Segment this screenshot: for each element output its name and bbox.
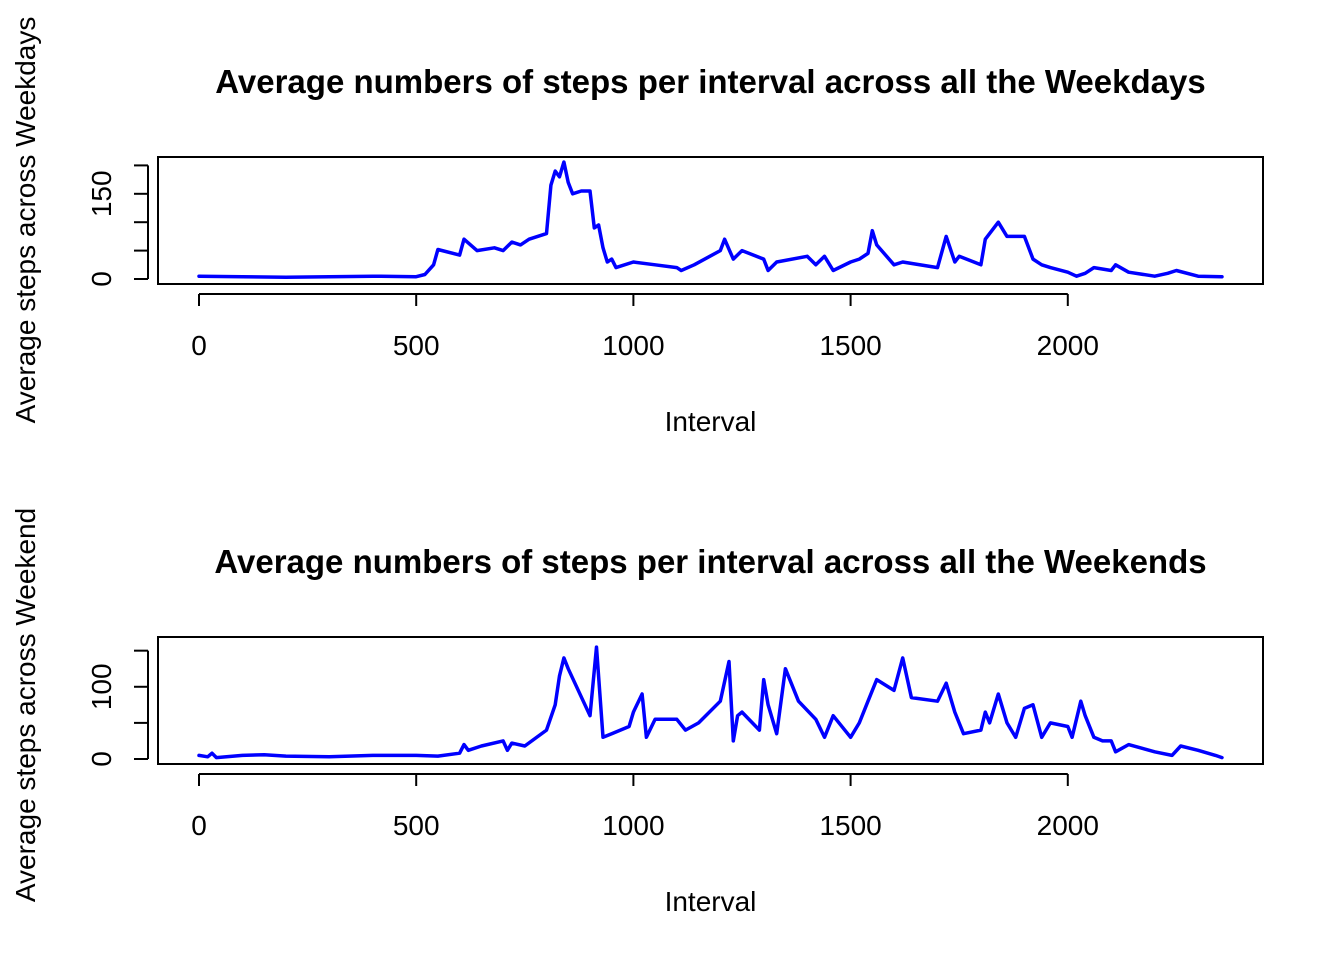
x-tick-label: 1500 — [819, 810, 881, 841]
weekdays-panel: Average numbers of steps per interval ac… — [10, 17, 1264, 437]
x-tick-label: 0 — [191, 330, 207, 361]
x-tick-label: 0 — [191, 810, 207, 841]
y-axis-label: Average steps across Weekend — [10, 508, 41, 902]
x-tick-label: 1500 — [819, 330, 881, 361]
x-tick-label: 1000 — [602, 330, 664, 361]
x-axis: 0 500 1000 1500 2000 — [191, 773, 1099, 841]
chart-title: Average numbers of steps per interval ac… — [215, 63, 1205, 100]
y-axis: 0 150 — [86, 164, 149, 287]
x-axis-label: Interval — [665, 406, 757, 437]
series-line — [197, 645, 1224, 760]
y-axis: 0 100 — [86, 649, 149, 767]
plot-frame — [157, 156, 1264, 285]
x-axis: 0 500 1000 1500 2000 — [191, 293, 1099, 361]
x-tick-label: 1000 — [602, 810, 664, 841]
x-tick-label: 500 — [393, 810, 440, 841]
y-tick-label: 100 — [86, 663, 117, 710]
x-tick-label: 500 — [393, 330, 440, 361]
x-axis-label: Interval — [665, 886, 757, 917]
y-tick-label: 150 — [86, 170, 117, 217]
y-axis-label: Average steps across Weekdays — [10, 17, 41, 424]
weekends-panel: Average numbers of steps per interval ac… — [10, 508, 1264, 917]
y-tick-label: 0 — [86, 271, 117, 287]
series-line — [197, 160, 1224, 280]
chart-title: Average numbers of steps per interval ac… — [214, 543, 1206, 580]
x-tick-label: 2000 — [1037, 810, 1099, 841]
x-tick-label: 2000 — [1037, 330, 1099, 361]
y-tick-label: 0 — [86, 751, 117, 767]
plot-frame — [157, 636, 1264, 765]
